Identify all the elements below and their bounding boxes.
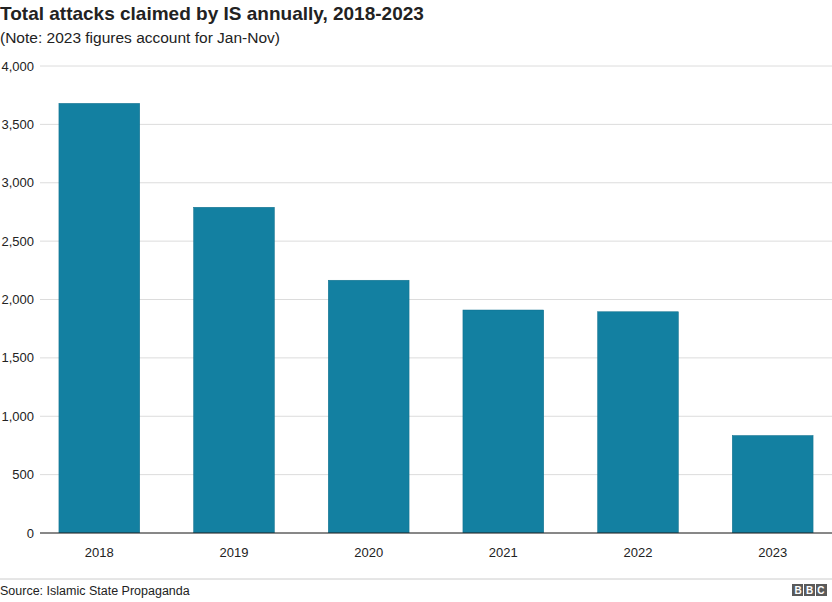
y-tick-label: 3,000 (1, 175, 34, 190)
chart: Total attacks claimed by IS annually, 20… (0, 0, 832, 602)
footer-rule (0, 579, 832, 580)
grid-line (40, 182, 832, 183)
bar (463, 310, 544, 533)
grid-line (40, 416, 832, 417)
bar (328, 280, 409, 533)
bar (194, 207, 275, 533)
grid-line (40, 124, 832, 125)
y-tick-label: 4,000 (1, 59, 34, 74)
x-tick-label: 2023 (758, 545, 787, 560)
baseline (40, 532, 832, 533)
grid-line (40, 533, 832, 534)
grid-line (40, 357, 832, 358)
y-tick-label: 0 (27, 526, 34, 541)
source: Source: Islamic State Propaganda (0, 584, 190, 598)
x-tick-label: 2020 (354, 545, 383, 560)
logo-text: BBC (795, 585, 825, 596)
logo: BBC (792, 584, 827, 596)
x-tick-label: 2018 (85, 545, 114, 560)
bar (59, 103, 140, 533)
grid (40, 66, 832, 533)
title: Total attacks claimed by IS annually, 20… (0, 3, 424, 24)
y-tick-label: 1,500 (1, 350, 34, 365)
grid-line (40, 241, 832, 242)
bar (732, 436, 813, 533)
grid-line (40, 474, 832, 475)
y-tick-label: 3,500 (1, 117, 34, 132)
bar (598, 312, 679, 533)
grid-line (40, 66, 832, 67)
x-tick-label: 2022 (624, 545, 653, 560)
subtitle: (Note: 2023 figures account for Jan-Nov) (0, 29, 280, 46)
x-tick-label: 2019 (220, 545, 249, 560)
x-tick-label: 2021 (489, 545, 518, 560)
y-tick-label: 2,000 (1, 292, 34, 307)
grid-line (40, 299, 832, 300)
y-tick-label: 500 (12, 467, 34, 482)
y-tick-label: 2,500 (1, 234, 34, 249)
bars (59, 103, 813, 533)
y-tick-label: 1,000 (1, 409, 34, 424)
